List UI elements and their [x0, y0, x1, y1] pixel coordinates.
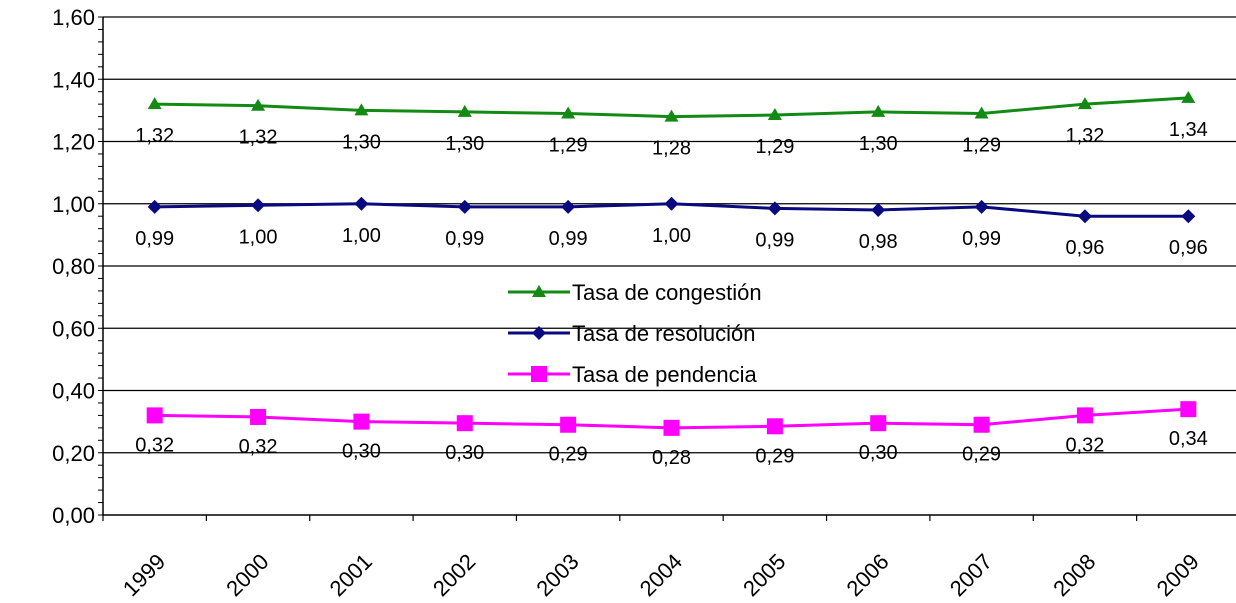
x-tick-label: 2005: [738, 549, 790, 601]
x-tick-label: 2008: [1048, 549, 1100, 601]
x-tick-label: 2009: [1152, 549, 1204, 601]
data-labels: 1,32 1,32 1,30 1,30 1,29 1,28 1,29 1,30 1,29 1,32…: [135, 119, 1208, 469]
data-label: 0,99: [135, 228, 174, 250]
data-label: 0,29: [755, 445, 794, 467]
data-point: [457, 104, 472, 117]
data-label: 1,32: [135, 125, 174, 147]
legend-label: Tasa de resolución: [572, 321, 755, 346]
data-label: 1,29: [755, 136, 794, 158]
data-label: 0,30: [342, 441, 381, 463]
data-label: 1,00: [342, 225, 381, 247]
data-label: 1,34: [1169, 119, 1208, 141]
y-tick-label: 1,60: [52, 5, 95, 30]
data-point: [767, 201, 782, 216]
data-label: 0,96: [1169, 237, 1208, 259]
data-point: [456, 415, 473, 432]
data-label: 1,00: [239, 226, 278, 248]
y-axis-ticks: 0,00 0,20 0,40 0,60 0,80 1,00 1,20 1,40 1,60: [52, 5, 95, 528]
data-point: [1076, 407, 1093, 424]
data-label: 1,30: [445, 133, 484, 155]
data-point: [974, 106, 989, 119]
data-point: [663, 419, 680, 436]
data-point: [250, 408, 267, 425]
data-label: 1,00: [652, 225, 691, 247]
data-point: [561, 199, 576, 214]
data-label: 1,32: [239, 127, 278, 149]
y-tick-label: 0,80: [52, 254, 95, 279]
data-point: [766, 418, 783, 435]
data-point: [560, 416, 577, 433]
data-label: 0,32: [135, 434, 174, 456]
y-tick-label: 0,40: [52, 379, 95, 404]
y-tick-label: 1,20: [52, 130, 95, 155]
data-point: [1077, 209, 1092, 224]
data-label: 1,30: [859, 133, 898, 155]
y-tick-label: 0,20: [52, 441, 95, 466]
data-point: [354, 196, 369, 211]
x-tick-label: 2006: [841, 549, 893, 601]
x-tick-label: 2007: [945, 549, 997, 601]
data-point: [147, 97, 162, 110]
data-point: [1181, 90, 1196, 103]
data-label: 1,30: [342, 131, 381, 153]
data-point: [870, 415, 887, 432]
data-label: 0,30: [445, 442, 484, 464]
data-point: [1077, 97, 1092, 110]
data-label: 0,28: [652, 447, 691, 469]
data-label: 0,30: [859, 442, 898, 464]
data-point: [146, 407, 163, 424]
legend-label: Tasa de congestión: [572, 280, 762, 305]
data-label: 0,29: [549, 444, 588, 466]
data-label: 1,28: [652, 138, 691, 160]
y-tick-label: 0,00: [52, 503, 95, 528]
x-tick-label: 2002: [428, 549, 480, 601]
data-label: 0,99: [755, 229, 794, 251]
data-label: 1,29: [962, 134, 1001, 156]
data-point: [767, 108, 782, 121]
x-axis-ticks: 1999 2000 2001 2002 2003 2004 2005 2006 2007 2008…: [118, 549, 1204, 601]
legend-marker: [532, 326, 546, 340]
data-point: [251, 198, 266, 213]
data-label: 0,99: [445, 228, 484, 250]
data-point: [457, 199, 472, 214]
data-point: [1181, 209, 1196, 224]
legend: Tasa de congestión Tasa de resolución Tasa…: [508, 280, 762, 387]
data-label: 1,29: [549, 134, 588, 156]
x-tick-label: 2004: [635, 549, 687, 601]
data-point: [974, 199, 989, 214]
data-point: [1180, 401, 1197, 418]
data-point: [147, 199, 162, 214]
data-label: 1,32: [1065, 125, 1104, 147]
data-label: 0,34: [1169, 428, 1208, 450]
y-tick-label: 1,00: [52, 192, 95, 217]
data-label: 0,99: [962, 228, 1001, 250]
data-point: [251, 98, 266, 111]
data-point: [664, 196, 679, 211]
legend-marker: [532, 285, 546, 297]
data-point: [353, 413, 370, 430]
y-tick-label: 1,40: [52, 67, 95, 92]
x-tick-label: 1999: [118, 549, 170, 601]
x-tick-label: 2000: [221, 549, 273, 601]
data-label: 0,32: [239, 436, 278, 458]
x-tick-label: 2001: [325, 549, 377, 601]
data-point: [871, 202, 886, 217]
data-point: [664, 109, 679, 122]
data-label: 0,32: [1065, 434, 1104, 456]
data-label: 0,98: [859, 231, 898, 253]
data-label: 0,99: [549, 228, 588, 250]
y-tick-label: 0,60: [52, 316, 95, 341]
data-point: [561, 106, 576, 119]
data-point: [354, 103, 369, 116]
data-label: 0,96: [1065, 237, 1104, 259]
series-group: [146, 90, 1197, 436]
data-point: [973, 416, 990, 433]
data-point: [871, 104, 886, 117]
legend-marker: [531, 366, 547, 382]
data-label: 0,29: [962, 444, 1001, 466]
legend-label: Tasa de pendencia: [572, 362, 757, 387]
axes: [98, 16, 1236, 521]
x-tick-label: 2003: [531, 549, 583, 601]
